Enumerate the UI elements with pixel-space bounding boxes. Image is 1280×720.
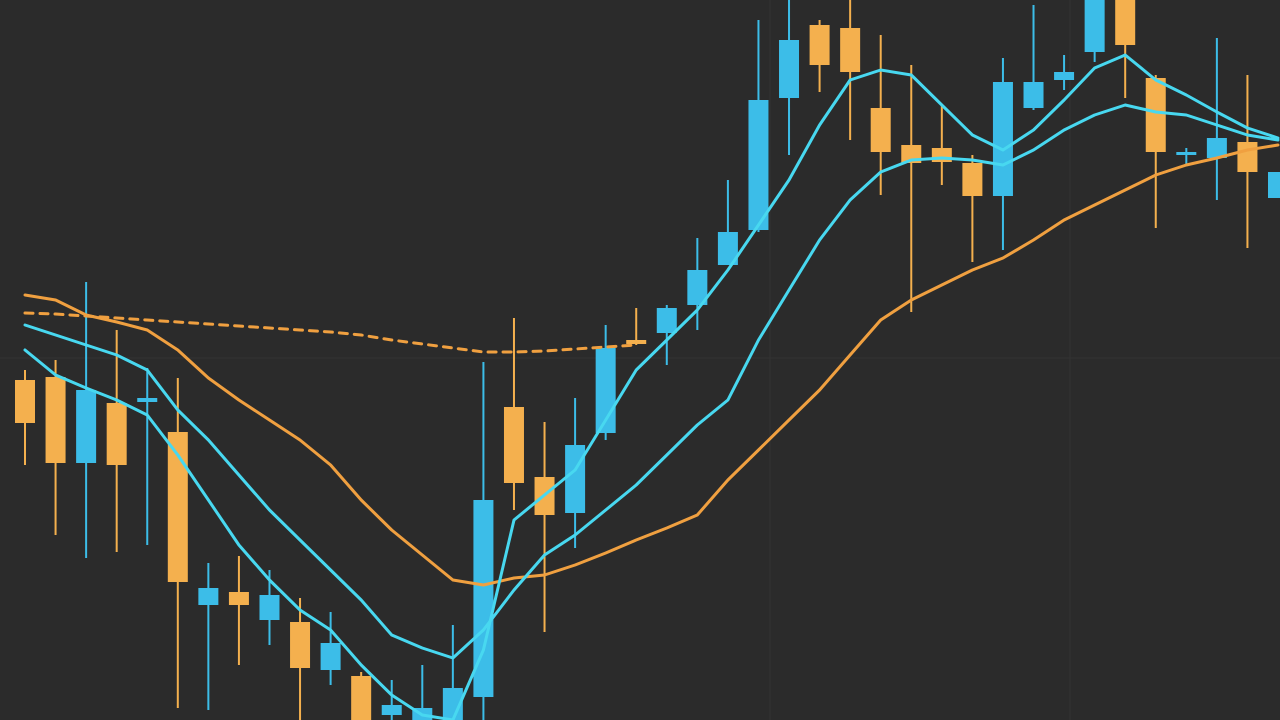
candle-body [198, 588, 219, 605]
candle-body [1176, 152, 1197, 155]
candle-body [962, 163, 983, 196]
candle-body [565, 445, 586, 513]
moving-average-line [23, 311, 638, 354]
candle-body [717, 232, 738, 265]
candle-body [503, 407, 524, 483]
candle-body [809, 25, 830, 65]
candle-body [351, 676, 372, 720]
candle-body [870, 108, 891, 152]
moving-average-line [23, 143, 1280, 587]
candle-body [992, 82, 1013, 196]
candle-body [45, 377, 66, 463]
moving-average-line [23, 53, 1280, 720]
candle-body [1023, 82, 1044, 108]
candle-body [656, 308, 677, 333]
moving-average-line [23, 103, 1280, 660]
candle-body [1145, 78, 1166, 152]
candle-body [840, 28, 861, 72]
candle-body [1206, 138, 1227, 158]
candle-body [320, 643, 341, 670]
candle-body [1054, 72, 1075, 80]
candle-body [779, 40, 800, 98]
candle-body [167, 432, 188, 582]
candle-body [1268, 172, 1280, 198]
candle-body [106, 403, 127, 465]
candle-body [137, 398, 158, 402]
candle-body [1084, 0, 1105, 52]
candle-body [687, 270, 708, 305]
candle-body [290, 622, 311, 668]
candle-body [1115, 0, 1136, 45]
candle-body [1237, 142, 1258, 172]
candle-body [626, 340, 647, 344]
candle-body [15, 380, 35, 423]
candle-body [473, 500, 494, 697]
candle-body [76, 390, 97, 463]
candle-body [228, 592, 249, 605]
candle-body [748, 100, 769, 230]
candle-body [381, 705, 402, 715]
candle-body [259, 595, 280, 620]
